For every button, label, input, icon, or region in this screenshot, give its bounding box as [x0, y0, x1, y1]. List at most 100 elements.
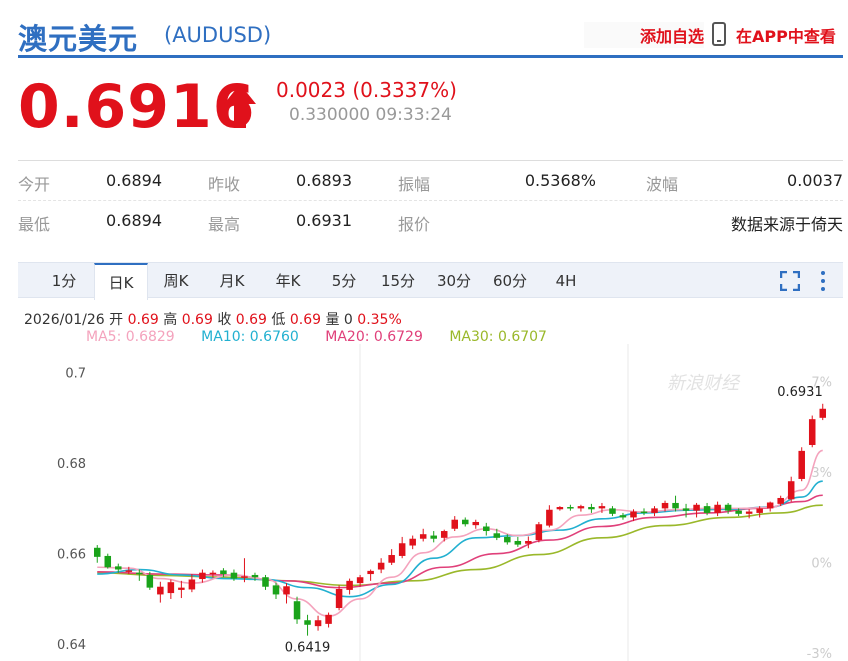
- kline-low-label: 低: [271, 312, 286, 328]
- pct-tick-label: 7%: [811, 376, 832, 391]
- quote-subinfo: 0.330000 09:33:24: [289, 105, 452, 125]
- candle-body: [356, 577, 364, 584]
- tab-yearly-k[interactable]: 年K: [275, 272, 301, 290]
- legend-ma10: MA10: 0.6760: [201, 329, 299, 345]
- candle-body: [577, 506, 585, 509]
- price-change: 0.0023 (0.3337%): [276, 78, 457, 102]
- candle-body: [798, 450, 805, 479]
- ma5-line: [97, 449, 824, 617]
- kline-open-label: 开: [109, 312, 124, 328]
- candle-body: [567, 507, 574, 509]
- data-source: 数据来源于倚天: [730, 215, 843, 234]
- period-tabs: 1分 日K 周K 月K 年K 5分 15分 30分 60分 4H: [18, 262, 843, 300]
- candle-body: [483, 526, 490, 532]
- open-label: 今开: [18, 175, 51, 194]
- candle-body: [93, 547, 101, 557]
- legend-ma20: MA20: 0.6729: [325, 329, 423, 345]
- candle-body: [398, 543, 406, 556]
- candle-body: [346, 580, 353, 590]
- candle-body: [461, 519, 469, 525]
- candle-body: [440, 531, 448, 538]
- candle-body: [735, 510, 742, 514]
- candle-body: [609, 508, 616, 514]
- candle-body: [304, 620, 311, 625]
- current-price: 0.6916: [18, 72, 256, 142]
- candle-body: [546, 509, 553, 526]
- tab-1min[interactable]: 1分: [51, 272, 77, 290]
- symbol-code: (AUDUSD): [164, 23, 272, 47]
- kline-pct: 0.35%: [357, 312, 402, 328]
- candle-body: [661, 502, 669, 509]
- stats-row-2: 最低 0.6894 最高 0.6931 报价 数据来源于倚天: [18, 201, 843, 241]
- more-icon[interactable]: [818, 269, 828, 293]
- kline-high-label: 高: [163, 312, 178, 328]
- wave-label: 波幅: [646, 175, 679, 194]
- tab-monthly-k[interactable]: 月K: [219, 272, 245, 290]
- candle-body: [714, 504, 721, 513]
- kline-volume: 0: [343, 312, 353, 328]
- candle-body: [672, 502, 679, 509]
- candle-body: [272, 585, 280, 595]
- candlestick-chart[interactable]: 新浪财经 0.7 0.68 0.66 0.64 7% 3% 0% -3% 0.6931 0.6419: [0, 344, 848, 661]
- candle-body: [136, 572, 143, 575]
- kline-close-label: 收: [217, 312, 232, 328]
- candle-body: [251, 574, 259, 578]
- tab-weekly-k[interactable]: 周K: [163, 272, 189, 290]
- candle-body: [146, 574, 154, 588]
- view-in-app-button[interactable]: 在APP中查看: [710, 22, 846, 48]
- candle-body: [598, 506, 606, 509]
- candle-body: [388, 555, 395, 563]
- min-price-label: 0.6419: [285, 641, 331, 656]
- candle-body: [125, 570, 133, 572]
- tab-daily-k[interactable]: 日K: [94, 263, 148, 300]
- y-tick-label: 0.68: [57, 457, 86, 472]
- quote-source-label: 报价: [398, 215, 431, 234]
- candle-body: [409, 538, 416, 546]
- candle-body: [630, 511, 637, 518]
- kline-volume-label: 量: [325, 312, 340, 328]
- candle-body: [651, 508, 658, 513]
- kline-info: 2026/01/26 开 0.69 高 0.69 收 0.69 低 0.69 量…: [24, 309, 402, 329]
- candle-body: [283, 586, 290, 595]
- amplitude-value: 0.5368%: [524, 171, 596, 190]
- candle-body: [588, 507, 595, 510]
- watermark: 新浪财经: [667, 373, 741, 394]
- candle-body: [535, 524, 543, 541]
- prev-close-label: 昨收: [208, 175, 241, 194]
- candle-body: [188, 579, 196, 590]
- candle-body: [293, 601, 301, 620]
- add-favorite-label: 添加自选: [639, 27, 704, 46]
- candle-body: [419, 534, 427, 539]
- page-title: 澳元美元: [18, 22, 139, 56]
- candle-body: [556, 507, 564, 510]
- candle-body: [314, 620, 322, 627]
- add-favorite-button[interactable]: 添加自选: [584, 22, 704, 48]
- prev-close-value: 0.6893: [296, 171, 352, 190]
- candle-body: [241, 576, 248, 578]
- tab-5min[interactable]: 5分: [331, 272, 357, 290]
- low-value: 0.6894: [106, 211, 162, 230]
- tab-60min[interactable]: 60分: [492, 272, 528, 290]
- tab-4h[interactable]: 4H: [555, 272, 577, 290]
- candle-body: [157, 586, 164, 595]
- candle-body: [745, 511, 753, 514]
- y-tick-label: 0.66: [57, 548, 86, 563]
- tab-15min[interactable]: 15分: [380, 272, 416, 290]
- pct-tick-label: 3%: [811, 466, 832, 481]
- candle-body: [167, 582, 175, 594]
- candle-body: [472, 521, 480, 526]
- pct-tick-label: 0%: [811, 557, 832, 572]
- stats-table: 今开 0.6894 昨收 0.6893 振幅 0.5368% 波幅 0.0037…: [18, 160, 843, 240]
- kline-date: 2026/01/26: [24, 312, 105, 328]
- tab-30min[interactable]: 30分: [436, 272, 472, 290]
- candle-body: [104, 555, 112, 568]
- arrow-up-icon: [224, 84, 256, 128]
- max-price-label: 0.6931: [777, 385, 823, 400]
- candle-body: [808, 419, 816, 445]
- candle-body: [525, 540, 532, 544]
- kline-close: 0.69: [235, 312, 267, 328]
- header: 澳元美元 (AUDUSD) 添加自选 在APP中查看: [18, 10, 843, 58]
- candle-body: [335, 588, 343, 609]
- candle-body: [514, 540, 522, 545]
- fullscreen-icon[interactable]: [780, 271, 800, 291]
